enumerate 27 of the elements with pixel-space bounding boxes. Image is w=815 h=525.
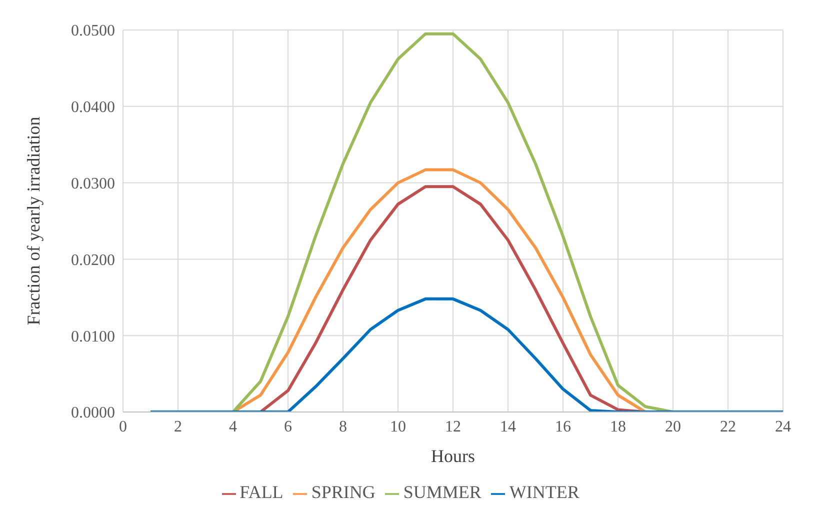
x-tick-label: 8 <box>339 418 347 436</box>
x-tick-label: 24 <box>775 418 791 436</box>
y-tick-label: 0.0000 <box>71 404 115 422</box>
x-tick-label: 4 <box>229 418 237 436</box>
x-tick-label: 2 <box>174 418 182 436</box>
legend-label: SUMMER <box>403 482 482 502</box>
x-tick-label: 6 <box>284 418 292 436</box>
x-tick-label: 22 <box>720 418 736 436</box>
x-tick-label: 12 <box>445 418 461 436</box>
y-tick-label: 0.0500 <box>71 22 115 40</box>
line-series <box>149 297 783 412</box>
x-tick-label: 14 <box>500 418 516 436</box>
y-axis-title: Fraction of yearly irradiation <box>23 116 44 326</box>
legend-label: WINTER <box>509 482 580 502</box>
y-tick-label: 0.0100 <box>71 328 115 346</box>
line-series <box>232 32 674 412</box>
x-tick-label: 20 <box>665 418 681 436</box>
x-tick-label: 18 <box>610 418 626 436</box>
x-axis-title: Hours <box>431 446 475 466</box>
legend-label: FALL <box>240 482 284 502</box>
x-tick-label: 10 <box>390 418 406 436</box>
x-tick-label: 0 <box>119 418 127 436</box>
y-tick-label: 0.0200 <box>71 252 115 269</box>
x-tick-label: 16 <box>555 418 571 436</box>
y-tick-label: 0.0300 <box>71 175 115 192</box>
legend-label: SPRING <box>311 482 376 502</box>
y-tick-label: 0.0400 <box>71 99 115 116</box>
